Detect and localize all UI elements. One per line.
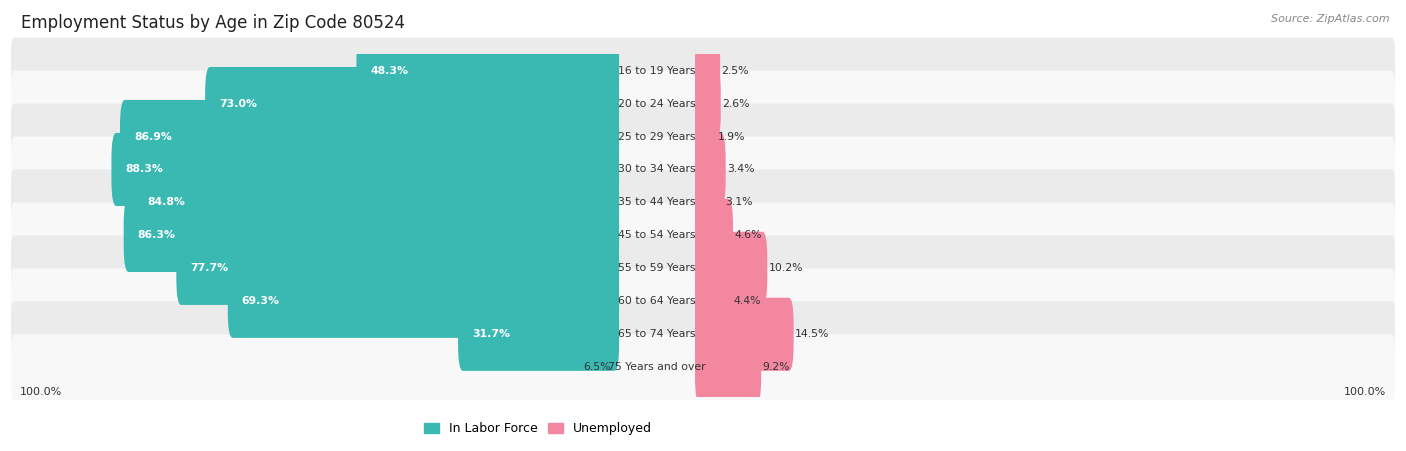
Text: 25 to 29 Years: 25 to 29 Years [619, 132, 696, 142]
Text: 2.6%: 2.6% [723, 99, 749, 109]
FancyBboxPatch shape [11, 268, 1395, 334]
Text: 100.0%: 100.0% [1344, 387, 1386, 397]
Text: 88.3%: 88.3% [125, 165, 163, 175]
FancyBboxPatch shape [695, 166, 724, 239]
FancyBboxPatch shape [11, 202, 1395, 268]
FancyBboxPatch shape [132, 166, 619, 239]
Text: 4.6%: 4.6% [734, 230, 762, 240]
FancyBboxPatch shape [356, 34, 619, 107]
Text: 55 to 59 Years: 55 to 59 Years [619, 263, 696, 273]
FancyBboxPatch shape [124, 199, 619, 272]
FancyBboxPatch shape [11, 334, 1395, 400]
FancyBboxPatch shape [11, 37, 1395, 104]
Text: 77.7%: 77.7% [190, 263, 229, 273]
FancyBboxPatch shape [695, 265, 731, 338]
Text: 9.2%: 9.2% [762, 362, 790, 372]
Text: 2.5%: 2.5% [721, 65, 749, 76]
FancyBboxPatch shape [11, 170, 1395, 235]
Text: 10.2%: 10.2% [769, 263, 803, 273]
FancyBboxPatch shape [695, 232, 768, 305]
FancyBboxPatch shape [695, 298, 793, 371]
Text: 1.9%: 1.9% [717, 132, 745, 142]
FancyBboxPatch shape [111, 133, 619, 206]
Text: 75 Years and over: 75 Years and over [609, 362, 706, 372]
Text: 14.5%: 14.5% [794, 329, 830, 339]
Text: Source: ZipAtlas.com: Source: ZipAtlas.com [1271, 14, 1389, 23]
FancyBboxPatch shape [176, 232, 619, 305]
FancyBboxPatch shape [695, 34, 720, 107]
Text: 16 to 19 Years: 16 to 19 Years [619, 65, 696, 76]
FancyBboxPatch shape [695, 199, 733, 272]
Text: 69.3%: 69.3% [242, 296, 280, 306]
Text: 35 to 44 Years: 35 to 44 Years [619, 198, 696, 207]
FancyBboxPatch shape [228, 265, 619, 338]
FancyBboxPatch shape [695, 133, 725, 206]
Text: 30 to 34 Years: 30 to 34 Years [619, 165, 696, 175]
FancyBboxPatch shape [120, 100, 619, 173]
FancyBboxPatch shape [695, 331, 761, 404]
FancyBboxPatch shape [205, 67, 619, 140]
Text: 45 to 54 Years: 45 to 54 Years [619, 230, 696, 240]
Text: 48.3%: 48.3% [370, 65, 409, 76]
FancyBboxPatch shape [11, 104, 1395, 170]
Text: 84.8%: 84.8% [148, 198, 184, 207]
Text: 86.3%: 86.3% [138, 230, 176, 240]
Text: 73.0%: 73.0% [219, 99, 257, 109]
FancyBboxPatch shape [11, 137, 1395, 202]
Legend: In Labor Force, Unemployed: In Labor Force, Unemployed [423, 422, 651, 435]
Text: 3.1%: 3.1% [725, 198, 752, 207]
Text: 3.4%: 3.4% [727, 165, 755, 175]
FancyBboxPatch shape [695, 100, 717, 173]
Text: Employment Status by Age in Zip Code 80524: Employment Status by Age in Zip Code 805… [21, 14, 405, 32]
Text: 20 to 24 Years: 20 to 24 Years [619, 99, 696, 109]
Text: 86.9%: 86.9% [134, 132, 172, 142]
Text: 31.7%: 31.7% [472, 329, 510, 339]
FancyBboxPatch shape [695, 67, 721, 140]
Text: 6.5%: 6.5% [583, 362, 612, 372]
Text: 60 to 64 Years: 60 to 64 Years [619, 296, 696, 306]
Text: 4.4%: 4.4% [733, 296, 761, 306]
FancyBboxPatch shape [11, 301, 1395, 367]
Text: 100.0%: 100.0% [20, 387, 62, 397]
Text: 65 to 74 Years: 65 to 74 Years [619, 329, 696, 339]
FancyBboxPatch shape [11, 71, 1395, 137]
FancyBboxPatch shape [11, 235, 1395, 301]
FancyBboxPatch shape [458, 298, 619, 371]
